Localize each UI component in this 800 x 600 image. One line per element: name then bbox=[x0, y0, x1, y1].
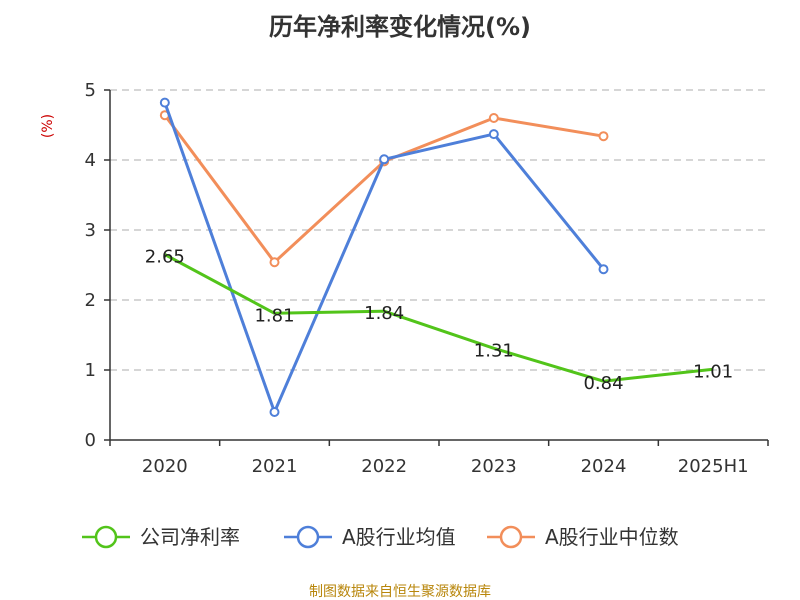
data-label-2021: 1.81 bbox=[254, 305, 294, 326]
series-2-point-2021 bbox=[269, 257, 280, 268]
x-tick-label-2025H1: 2025H1 bbox=[678, 456, 749, 477]
series-2-point-2024 bbox=[598, 131, 609, 142]
grid-lines bbox=[110, 89, 768, 371]
y-tick-label-0: 0 bbox=[85, 430, 96, 451]
chart-title: 历年净利率变化情况(%) bbox=[269, 13, 531, 41]
series-1-point-2020 bbox=[159, 97, 170, 108]
series-1-point-2021 bbox=[269, 407, 280, 417]
legend-marker-1 bbox=[296, 525, 320, 549]
legend: 公司净利率 A股行业均值 A股行业中位数 bbox=[82, 525, 679, 549]
data-label-2022: 1.84 bbox=[364, 303, 404, 324]
source-note: 制图数据来自恒生聚源数据库 bbox=[309, 584, 491, 600]
series-line-0 bbox=[164, 253, 714, 383]
data-label-2025H1: 1.01 bbox=[693, 361, 733, 382]
x-tick-label-2024: 2024 bbox=[581, 456, 627, 477]
series-1-point-2023 bbox=[488, 129, 499, 140]
y-tick-label-5: 5 bbox=[85, 80, 96, 101]
y-tick-label-3: 3 bbox=[85, 220, 96, 241]
legend-marker-2 bbox=[499, 525, 523, 549]
data-label-2020: 2.65 bbox=[145, 247, 185, 268]
data-label-2023: 1.31 bbox=[474, 340, 514, 361]
series-1-point-2022 bbox=[379, 154, 390, 165]
x-tick-label-2020: 2020 bbox=[142, 456, 188, 477]
y-tick-label-1: 1 bbox=[85, 360, 96, 381]
y-tick-label-2: 2 bbox=[85, 290, 96, 311]
series-2-point-2023 bbox=[488, 113, 499, 123]
x-tick-label-2021: 2021 bbox=[252, 456, 298, 477]
y-axis-label: (%) bbox=[40, 114, 56, 138]
series-line-1 bbox=[163, 102, 605, 414]
legend-label-1: A股行业均值 bbox=[342, 525, 456, 549]
x-tick-label-2022: 2022 bbox=[361, 456, 407, 477]
legend-label-0: 公司净利率 bbox=[140, 525, 240, 549]
series-lines bbox=[159, 97, 714, 417]
series-1-point-2024 bbox=[598, 264, 609, 275]
x-tick-label-2023: 2023 bbox=[471, 456, 517, 477]
data-label-2024: 0.84 bbox=[583, 373, 623, 394]
data-labels: 2.65 1.81 1.84 1.31 0.84 1.01 bbox=[145, 247, 733, 395]
legend-label-2: A股行业中位数 bbox=[545, 525, 679, 549]
axes: 0 1 2 3 4 5 2020 2021 2022 2023 2024 2025H1 bbox=[85, 80, 769, 477]
y-tick-label-4: 4 bbox=[85, 150, 96, 171]
legend-marker-0 bbox=[94, 525, 118, 549]
